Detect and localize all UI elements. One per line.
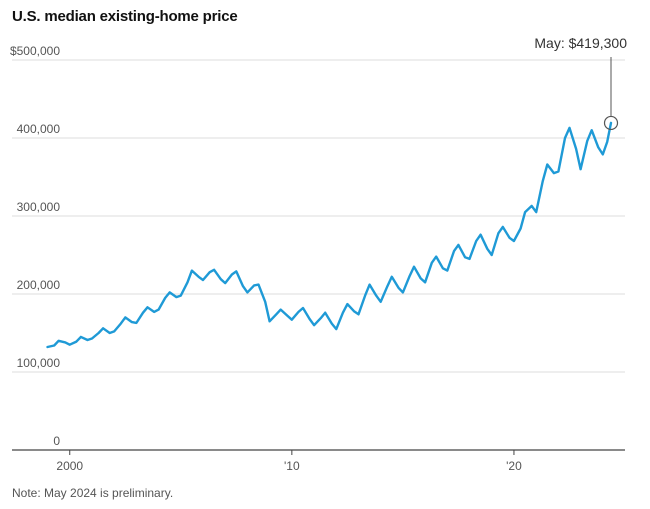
price-series-line bbox=[46, 121, 613, 349]
x-axis: 2000 '10 '20 bbox=[12, 449, 625, 473]
y-tick-label: 200,000 bbox=[17, 278, 61, 292]
y-tick-label: 0 bbox=[53, 434, 60, 448]
x-tick-label: 2000 bbox=[56, 459, 83, 473]
callout-label: May: $419,300 bbox=[534, 35, 627, 51]
x-tick-label: '20 bbox=[506, 459, 522, 473]
y-tick-label: 400,000 bbox=[17, 122, 61, 136]
y-axis-ticks: $500,000 400,000 300,000 200,000 100,000 0 bbox=[10, 44, 60, 448]
callout-marker bbox=[603, 115, 619, 131]
chart-title: U.S. median existing-home price bbox=[12, 8, 238, 25]
x-tick-label: '10 bbox=[284, 459, 300, 473]
y-tick-label: 300,000 bbox=[17, 200, 61, 214]
annotation-callout: May: $419,300 bbox=[534, 35, 627, 131]
gridlines bbox=[12, 59, 625, 373]
y-tick-label: 100,000 bbox=[17, 356, 61, 370]
series-layer bbox=[46, 121, 613, 349]
chart-note: Note: May 2024 is preliminary. bbox=[12, 486, 174, 500]
y-tick-label: $500,000 bbox=[10, 44, 60, 58]
